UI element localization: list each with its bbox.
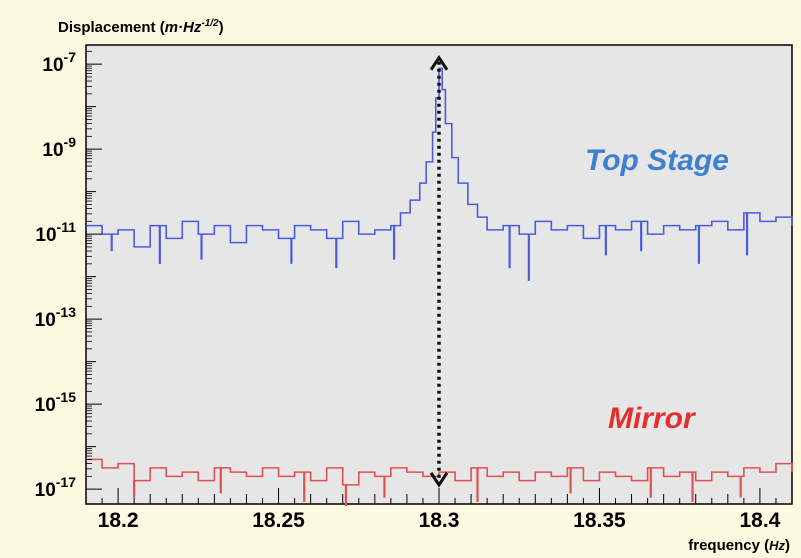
- axes: 10-7 10-9 10-11 10-13 10-15 10-17 18.2 18.25 18.…: [35, 49, 793, 532]
- y-tick-label: 10-13: [35, 304, 77, 331]
- x-axis-label: frequency (Hz): [688, 537, 790, 554]
- x-tick-label: 18.4: [739, 509, 780, 532]
- y-tick-label: 10-11: [35, 219, 76, 246]
- x-tick-label: 18.35: [573, 509, 626, 532]
- y-tick-label: 10-9: [42, 134, 76, 161]
- mirror-label: Mirror: [608, 402, 697, 435]
- peak-arrow: [429, 55, 449, 488]
- x-tick-label: 18.25: [252, 509, 305, 532]
- series-layer: [86, 67, 793, 507]
- series-line: [86, 458, 793, 486]
- arrow-head-top: [429, 55, 449, 71]
- y-axis-label: Displacement (m·Hz-1/2): [58, 18, 224, 36]
- y-tick-label: 10-17: [35, 474, 77, 501]
- arrow-head-bottom: [429, 472, 449, 488]
- x-tick-label: 18.3: [419, 509, 460, 532]
- x-tick-label: 18.2: [98, 509, 139, 532]
- series-mirror: [86, 458, 793, 507]
- top-stage-label: Top Stage: [585, 144, 729, 177]
- y-tick-label: 10-7: [42, 49, 76, 76]
- series-top-stage: [86, 67, 793, 281]
- y-tick-label: 10-15: [35, 389, 77, 416]
- series-line: [86, 67, 793, 248]
